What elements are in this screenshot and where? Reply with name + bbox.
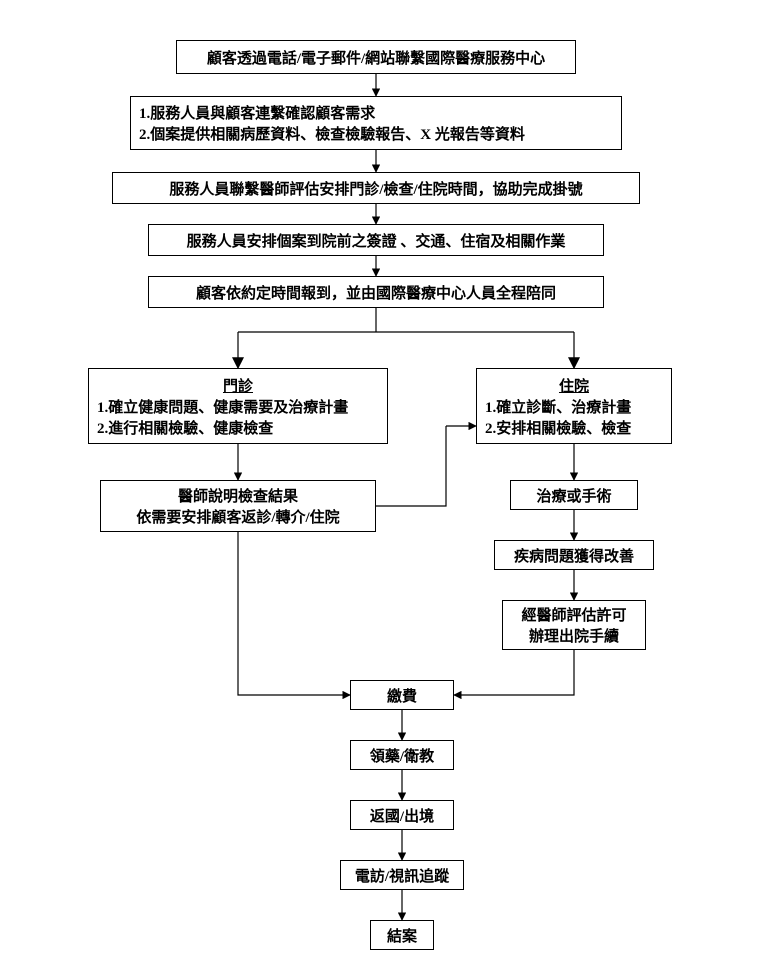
node-text-line: 2.進行相關檢驗、健康檢查 <box>97 417 379 438</box>
node-text-line: 2.個案提供相關病歷資料、檢查檢驗報告、X 光報告等資料 <box>139 123 613 144</box>
node-text-line: 治療或手術 <box>519 485 629 506</box>
node-text-line: 顧客依約定時間報到，並由國際醫療中心人員全程陪同 <box>157 282 595 303</box>
node-n4: 服務人員安排個案到院前之簽證 、交通、住宿及相關作業 <box>148 224 604 256</box>
node-n15: 電訪/視訊追蹤 <box>340 860 464 890</box>
node-text-line: 經醫師評估許可 <box>511 604 637 625</box>
node-text-line: 依需要安排顧客返診/轉介/住院 <box>109 506 367 527</box>
node-n1: 顧客透過電話/電子郵件/網站聯繫國際醫療服務中心 <box>176 40 576 74</box>
node-n14: 返國/出境 <box>350 800 454 830</box>
node-n16: 結案 <box>370 920 434 950</box>
node-text-line: 領藥/衛教 <box>359 745 445 766</box>
node-n12: 繳費 <box>350 680 454 710</box>
node-text-line: 醫師說明檢查結果 <box>109 485 367 506</box>
node-n13: 領藥/衛教 <box>350 740 454 770</box>
node-text-line: 2.安排相關檢驗、檢查 <box>485 417 663 438</box>
node-n9: 治療或手術 <box>510 480 638 510</box>
edge <box>238 532 350 695</box>
flowchart-canvas: 顧客透過電話/電子郵件/網站聯繫國際醫療服務中心 1.服務人員與顧客連繫確認顧客需… <box>0 0 767 956</box>
node-text-line: 疾病問題獲得改善 <box>503 545 645 566</box>
node-n5: 顧客依約定時間報到，並由國際醫療中心人員全程陪同 <box>148 276 604 308</box>
node-text-line: 1.確立健康問題、健康需要及治療計畫 <box>97 396 379 417</box>
node-text-line: 顧客透過電話/電子郵件/網站聯繫國際醫療服務中心 <box>185 47 567 68</box>
node-text-line: 1.確立診斷、治療計畫 <box>485 396 663 417</box>
node-n11: 經醫師評估許可辦理出院手續 <box>502 600 646 650</box>
node-n6: 門診1.確立健康問題、健康需要及治療計畫2.進行相關檢驗、健康檢查 <box>88 368 388 444</box>
node-text-line: 結案 <box>379 925 425 946</box>
node-n3: 服務人員聯繫醫師評估安排門診/檢查/住院時間，協助完成掛號 <box>112 172 640 204</box>
node-n8: 醫師說明檢查結果依需要安排顧客返診/轉介/住院 <box>100 480 376 532</box>
node-text-line: 1.服務人員與顧客連繫確認顧客需求 <box>139 102 613 123</box>
node-text-line: 電訪/視訊追蹤 <box>349 865 455 886</box>
node-text-line: 繳費 <box>359 685 445 706</box>
edge <box>454 650 574 695</box>
node-text-line: 服務人員聯繫醫師評估安排門診/檢查/住院時間，協助完成掛號 <box>121 178 631 199</box>
node-n10: 疾病問題獲得改善 <box>494 540 654 570</box>
node-text-line: 辦理出院手續 <box>511 625 637 646</box>
node-n2: 1.服務人員與顧客連繫確認顧客需求2.個案提供相關病歷資料、檢查檢驗報告、X 光… <box>130 96 622 150</box>
node-title: 住院 <box>485 375 663 396</box>
node-n7: 住院1.確立診斷、治療計畫2.安排相關檢驗、檢查 <box>476 368 672 444</box>
node-title: 門診 <box>97 375 379 396</box>
node-text-line: 返國/出境 <box>359 805 445 826</box>
node-text-line: 服務人員安排個案到院前之簽證 、交通、住宿及相關作業 <box>157 230 595 251</box>
